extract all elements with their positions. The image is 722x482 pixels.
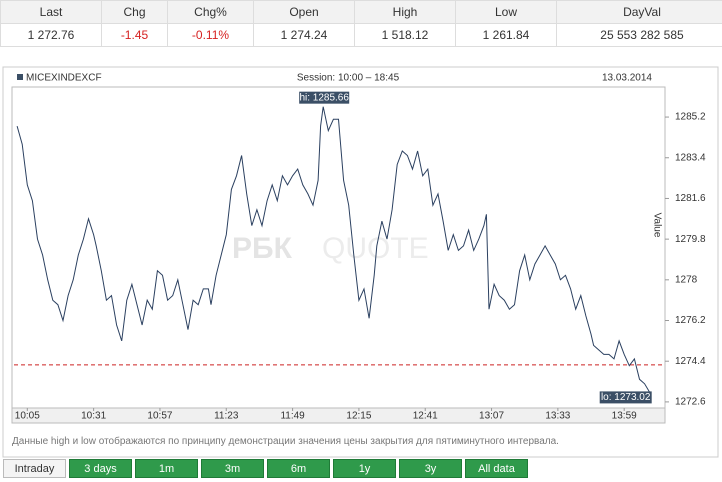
lo-box [599, 391, 652, 404]
tab[interactable]: All data [465, 459, 528, 478]
y-tick-label: 1274.4 [675, 356, 706, 367]
y-tick-label: 1285.2 [675, 112, 706, 123]
date: 13.03.2014 [602, 73, 652, 84]
header-cell: Open [253, 0, 355, 24]
plot-area [11, 86, 666, 409]
x-tick-label: 10:57 [147, 411, 172, 422]
y-tick-label: 1276.2 [675, 315, 706, 326]
chart-title: MICEXINDEXCF [26, 73, 102, 84]
tab[interactable]: 3y [399, 459, 462, 478]
value-cell: -0.11% [167, 23, 254, 47]
value-row: 1 272.76 -1.45 -0.11% 1 274.24 1 518.12 1 261… [0, 23, 722, 47]
x-axis-strip [11, 407, 666, 424]
x-tick-label: 10:05 [15, 411, 40, 422]
header-cell: DayVal [556, 0, 722, 24]
header-row: Last Chg Chg% Open High Low DayVal [0, 0, 722, 24]
x-tick-label: 13:59 [612, 411, 637, 422]
y-axis-label: Value [651, 213, 662, 238]
tab[interactable]: 1m [135, 459, 198, 478]
value-cell: 25 553 282 585 [556, 23, 722, 47]
tab[interactable]: 1y [333, 459, 396, 478]
y-tick-label: 1272.6 [675, 397, 706, 408]
x-tick-label: 12:41 [413, 411, 438, 422]
x-tick-label: 13:07 [479, 411, 504, 422]
value-cell: 1 261.84 [455, 23, 557, 47]
value-cell: -1.45 [101, 23, 168, 47]
x-tick-label: 11:23 [214, 411, 239, 422]
y-tick-label: 1281.6 [675, 193, 706, 204]
tab[interactable]: Intraday [3, 459, 66, 478]
x-tick-label: 13:33 [545, 411, 570, 422]
watermark: РБК [232, 232, 293, 265]
y-tick-label: 1283.4 [675, 152, 706, 163]
note: Данные high и low отображаются по принци… [12, 436, 559, 447]
value-cell: 1 518.12 [354, 23, 456, 47]
header-cell: Last [0, 0, 102, 24]
series-line [16, 106, 651, 393]
hi-box [299, 91, 350, 104]
lo-label: lo: 1273.02 [601, 392, 651, 403]
value-cell: 1 272.76 [0, 23, 102, 47]
tab[interactable]: 3m [201, 459, 264, 478]
x-tick-label: 11:49 [280, 411, 305, 422]
x-tick-label: 12:15 [346, 411, 371, 422]
y-tick-label: 1278 [675, 274, 698, 285]
header-cell: High [354, 0, 456, 24]
tab[interactable]: 3 days [69, 459, 132, 478]
subtitle: Session: 10:00 – 18:45 [297, 73, 400, 84]
legend-swatch [17, 74, 23, 80]
hi-label: hi: 1285.66 [299, 92, 349, 103]
quote-table: Last Chg Chg% Open High Low DayVal 1 272.76 -1.4… [0, 0, 722, 47]
y-tick-label: 1279.8 [675, 234, 706, 245]
value-cell: 1 274.24 [253, 23, 355, 47]
tab[interactable]: 6m [267, 459, 330, 478]
x-tick-label: 10:31 [81, 411, 106, 422]
